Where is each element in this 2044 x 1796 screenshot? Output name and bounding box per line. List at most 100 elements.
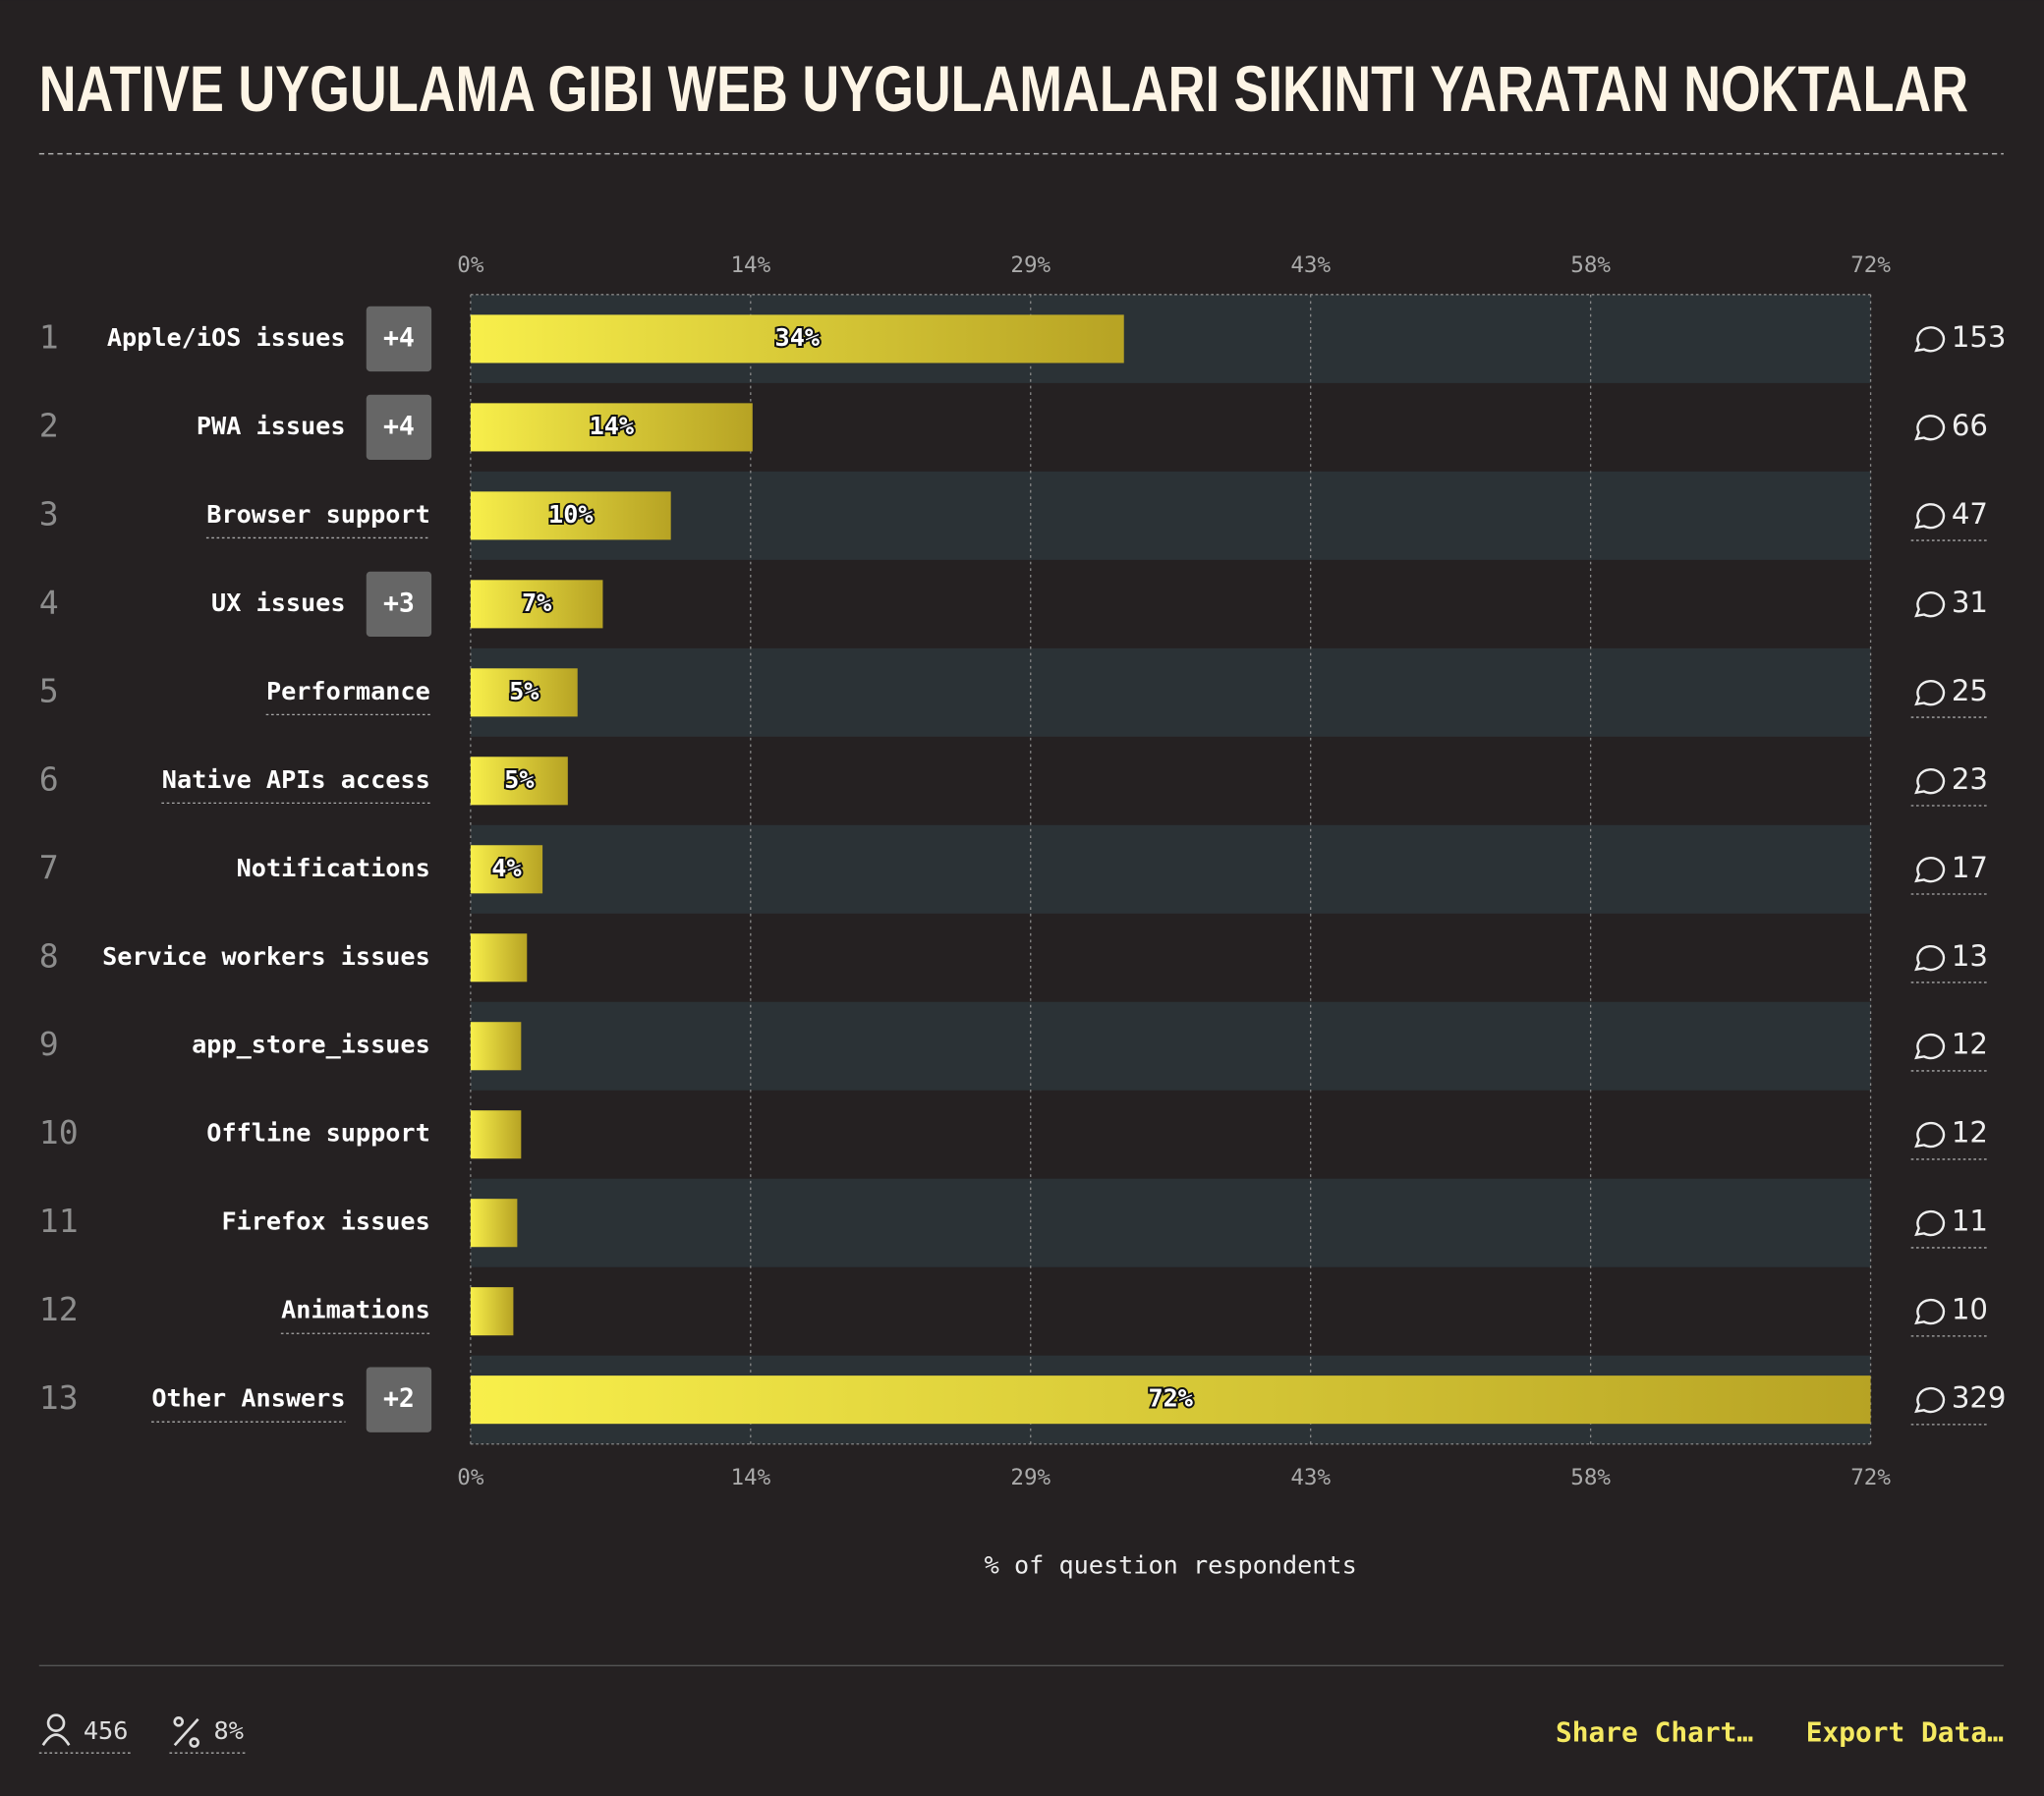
- value-label: 4%: [491, 854, 521, 882]
- row-band: [470, 647, 1871, 737]
- category-label: app_store_issues: [192, 1031, 430, 1059]
- bar: [470, 757, 568, 806]
- bar: [470, 580, 603, 629]
- bar: [470, 1375, 1871, 1425]
- chart-title: NATIVE UYGULAMA GIBI WEB UYGULAMALARI SI…: [39, 53, 1968, 126]
- comment-icon: [1914, 503, 1946, 530]
- category-label: Notifications: [237, 854, 430, 882]
- share-link[interactable]: Share Chart…: [1556, 1715, 1753, 1748]
- row-band: [470, 1001, 1871, 1091]
- bar: [470, 491, 671, 540]
- bar: [470, 1110, 522, 1159]
- rank: 11: [39, 1202, 79, 1240]
- bar: [470, 314, 1124, 364]
- count: 11: [1952, 1205, 1988, 1238]
- count: 12: [1952, 1028, 1988, 1061]
- category-label: Other Answers: [151, 1384, 345, 1413]
- rank: 5: [39, 671, 59, 709]
- value-label: 14%: [590, 412, 635, 440]
- value-label: 34%: [775, 323, 821, 352]
- comment-icon: [1914, 415, 1946, 441]
- count: 17: [1952, 851, 1988, 884]
- value-label: 10%: [548, 500, 594, 529]
- rank: 10: [39, 1113, 79, 1151]
- respondents-icon: [41, 1713, 71, 1746]
- rank: 7: [39, 848, 59, 886]
- category-label: PWA issues: [197, 412, 346, 440]
- count: 66: [1952, 409, 1988, 442]
- badge-label: +4: [383, 411, 415, 441]
- bar: [470, 1199, 518, 1248]
- comment-icon: [1914, 768, 1946, 795]
- count: 153: [1952, 320, 2007, 354]
- respondents: 456: [84, 1716, 128, 1745]
- x-tick-label: 29%: [1010, 253, 1050, 278]
- rank: 2: [39, 406, 59, 444]
- category-label: Apple/iOS issues: [107, 323, 346, 352]
- rank: 13: [39, 1378, 79, 1417]
- badge: [366, 571, 432, 638]
- x-tick-label: 0%: [457, 253, 484, 278]
- count: 10: [1952, 1293, 1988, 1326]
- category-label: Firefox issues: [221, 1207, 429, 1236]
- x-tick-label: 0%: [457, 1465, 484, 1490]
- x-tick-label: 14%: [730, 253, 770, 278]
- category-label: Browser support: [206, 500, 429, 529]
- x-tick-label: 58%: [1570, 1465, 1611, 1490]
- rank: 6: [39, 759, 59, 798]
- bar: [470, 403, 753, 452]
- comment-icon: [1914, 1209, 1946, 1237]
- comment-icon: [1914, 680, 1946, 706]
- bar: [470, 668, 578, 717]
- bar: [470, 845, 543, 894]
- count: 47: [1952, 497, 1988, 531]
- x-tick-label: 72%: [1850, 1465, 1891, 1490]
- rank: 1: [39, 317, 59, 356]
- row-band: [470, 1178, 1871, 1267]
- value-label: 7%: [522, 589, 551, 617]
- value-label: 5%: [504, 765, 534, 794]
- badge: [366, 394, 432, 461]
- bar: [470, 1022, 522, 1071]
- count: 31: [1952, 586, 1988, 619]
- count: 23: [1952, 762, 1988, 796]
- rank: 8: [39, 936, 59, 975]
- x-tick-label: 14%: [730, 1465, 770, 1490]
- badge: [366, 306, 432, 372]
- category-label: Animations: [281, 1296, 430, 1324]
- comment-icon: [1914, 1386, 1946, 1414]
- value-label: 5%: [509, 677, 539, 705]
- count: 13: [1952, 939, 1988, 973]
- percent-icon: [173, 1716, 199, 1748]
- count: 12: [1952, 1116, 1988, 1150]
- x-tick-label: 43%: [1290, 253, 1331, 278]
- rank: 3: [39, 494, 59, 533]
- bar: [470, 1287, 514, 1336]
- x-tick-label: 58%: [1570, 253, 1611, 278]
- category-label: Native APIs access: [162, 765, 430, 794]
- category-label: Offline support: [206, 1119, 429, 1148]
- badge-label: +2: [383, 1383, 415, 1414]
- x-tick-label: 29%: [1010, 1465, 1050, 1490]
- count: 329: [1952, 1381, 2007, 1415]
- value-label: 72%: [1148, 1384, 1193, 1413]
- badge: [366, 1367, 432, 1432]
- row-band: [470, 471, 1871, 560]
- comment-icon: [1914, 857, 1946, 883]
- category-label: UX issues: [211, 589, 345, 617]
- comment-icon: [1914, 326, 1946, 353]
- category-label: Performance: [266, 677, 430, 705]
- category-label: Service workers issues: [102, 942, 430, 971]
- badge-label: +3: [383, 588, 415, 618]
- rank: 9: [39, 1025, 59, 1063]
- x-axis-label: % of question respondents: [985, 1551, 1357, 1580]
- x-tick-label: 43%: [1290, 1465, 1331, 1490]
- rank: 12: [39, 1290, 79, 1328]
- comment-icon: [1914, 1033, 1946, 1060]
- export-link[interactable]: Export Data…: [1806, 1715, 2004, 1748]
- comment-icon: [1914, 591, 1946, 618]
- rank: 4: [39, 583, 59, 621]
- percent: 8%: [214, 1716, 244, 1745]
- badge-label: +4: [383, 322, 415, 353]
